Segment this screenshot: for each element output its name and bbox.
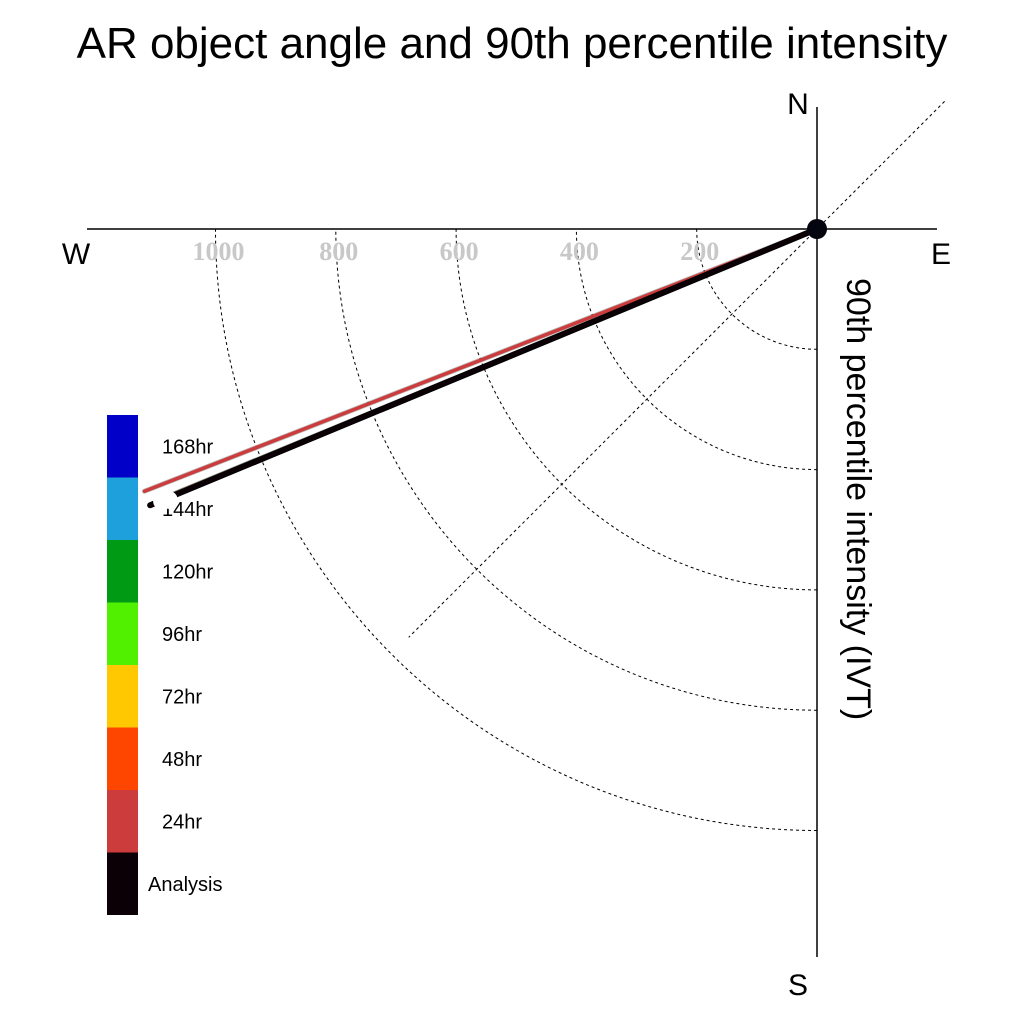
- series-vectors: [142, 226, 820, 511]
- chart-title: AR object angle and 90th percentile inte…: [77, 19, 948, 68]
- 72hr-end-marker: [159, 490, 178, 509]
- tick-label-400: 400: [560, 237, 599, 266]
- legend-label-48hr: 48hr: [162, 749, 202, 771]
- grid-arc-200: [696, 228, 818, 350]
- south-label: S: [788, 969, 808, 1002]
- tick-label-800: 800: [319, 237, 358, 266]
- tick-label-1000: 1000: [193, 237, 245, 266]
- y-axis-label: 90th percentile intensity (IVT): [839, 278, 877, 720]
- legend-swatch-72hr: [107, 665, 138, 728]
- legend-label-Analysis: Analysis: [148, 874, 222, 896]
- legend-swatch-144hr: [107, 477, 138, 540]
- legend-label-120hr: 120hr: [162, 561, 213, 583]
- legend-label-24hr: 24hr: [162, 811, 202, 833]
- legend-swatch-96hr: [107, 602, 138, 665]
- axes: [87, 107, 937, 957]
- legend-label-72hr: 72hr: [162, 686, 202, 708]
- legend-swatch-120hr: [107, 540, 138, 603]
- radial-tick-labels: 200 400 600 800 1000: [193, 237, 720, 266]
- legend-swatch-48hr: [107, 727, 138, 790]
- origin-dot: [807, 219, 827, 239]
- legend-swatch-Analysis: [107, 852, 138, 915]
- grid-arc-1000: [215, 228, 818, 831]
- legend-label-96hr: 96hr: [162, 624, 202, 646]
- vector-Analysis: [148, 227, 819, 508]
- tick-label-200: 200: [680, 237, 719, 266]
- north-label: N: [787, 88, 809, 121]
- west-label: W: [62, 238, 91, 271]
- legend-swatch-168hr: [107, 415, 138, 478]
- grid-diagonal: [408, 101, 945, 638]
- tick-label-600: 600: [440, 237, 479, 266]
- legend-swatch-24hr: [107, 790, 138, 853]
- east-label: E: [931, 238, 951, 271]
- grid: [215, 101, 945, 831]
- legend-label-168hr: 168hr: [162, 436, 213, 458]
